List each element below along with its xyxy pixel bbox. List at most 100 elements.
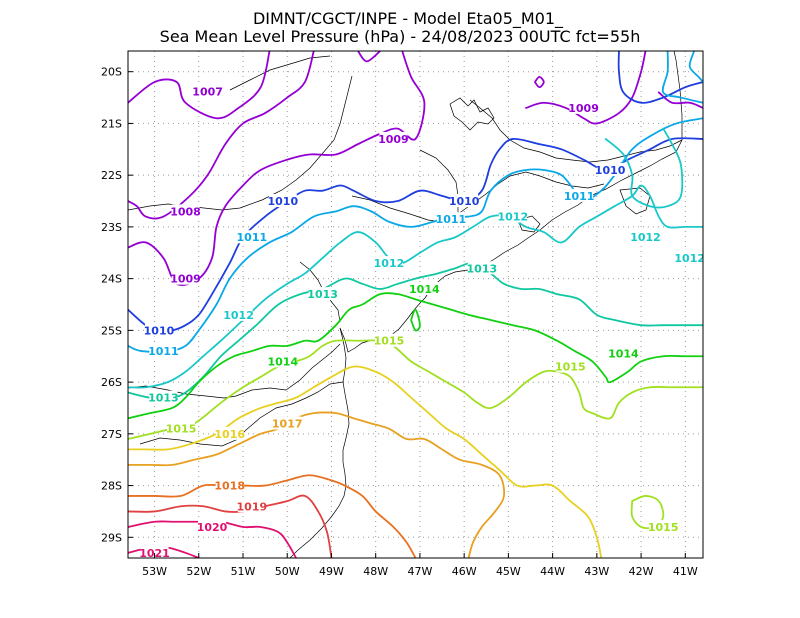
isobar-label-bg (273, 416, 302, 430)
isobar-label-1012: 1012 (630, 231, 661, 244)
isobar-label-1010: 1010 (449, 195, 480, 208)
isobar-label-bg (569, 100, 598, 114)
isobar-label-1014: 1014 (608, 348, 639, 361)
isobar-label-bg (167, 421, 196, 435)
isobar-label-1014: 1014 (409, 283, 440, 296)
isobar-label-bg (565, 188, 594, 202)
isobar-label-1012: 1012 (497, 211, 528, 224)
isobar-1009 (534, 75, 545, 89)
y-tick-label: 22S (101, 169, 122, 182)
state-border (351, 171, 605, 223)
isobar-1018 (128, 474, 417, 558)
x-tick-label: 42W (629, 565, 654, 578)
isobar-label-bg (198, 519, 227, 533)
x-tick-label: 50W (275, 565, 300, 578)
isobar-label-bg (171, 204, 200, 218)
isobar-1011 (128, 117, 703, 353)
isobar-1007 (128, 51, 271, 120)
isobar-1009 (357, 51, 382, 63)
isobar-1010 (617, 51, 703, 104)
y-tick-label: 27S (101, 428, 122, 441)
isobar-label-1009: 1009 (170, 273, 201, 286)
isobar-label-1011: 1011 (237, 231, 268, 244)
isobar-label-bg (268, 354, 297, 368)
isobar-label-bg (224, 307, 253, 321)
isobar-label-1011: 1011 (436, 213, 467, 226)
isobar-label-bg (556, 359, 585, 373)
isobar-label-1013: 1013 (467, 262, 498, 275)
isobar-label-bg (237, 499, 266, 513)
isobar-1010 (128, 137, 703, 332)
y-tick-label: 23S (101, 221, 122, 234)
isobar-label-1008: 1008 (170, 205, 201, 218)
isobar-1020 (128, 520, 297, 558)
isobar-label-1012: 1012 (223, 309, 254, 322)
isobar-1011 (661, 51, 703, 104)
isobar-label-1019: 1019 (237, 500, 268, 513)
island (619, 187, 651, 215)
isobar-label-bg (268, 194, 297, 208)
y-tick-label: 24S (101, 273, 122, 286)
isobar-label-bg (215, 478, 244, 492)
isobar-1014 (128, 292, 703, 420)
isobar-1015 (128, 339, 703, 440)
plot-frame (127, 50, 704, 559)
lake (449, 97, 495, 131)
isobar-label-1014: 1014 (267, 355, 298, 368)
isobar-label-bg (675, 250, 703, 264)
isobar-label-1009: 1009 (378, 133, 409, 146)
x-tick-label: 47W (407, 565, 432, 578)
isobar-label-1010: 1010 (595, 164, 626, 177)
isobar-label-1010: 1010 (267, 195, 298, 208)
x-tick-label: 53W (142, 565, 167, 578)
x-tick-label: 43W (584, 565, 609, 578)
x-tick-label: 46W (452, 565, 477, 578)
isobar-1012 (128, 184, 703, 389)
y-tick-label: 20S (101, 66, 122, 79)
isobar-1009 (128, 51, 426, 286)
isobar-label-1007: 1007 (192, 85, 223, 98)
x-tick-label: 52W (186, 565, 211, 578)
isobar-label-bg (374, 333, 403, 347)
isobar-label-bg (596, 162, 625, 176)
isobar-label-1017: 1017 (272, 417, 303, 430)
isobar-1008 (128, 51, 315, 220)
x-tick-label: 41W (673, 565, 698, 578)
y-tick-label: 21S (101, 117, 122, 130)
isobar-label-1021: 1021 (139, 547, 170, 560)
isobar-label-1020: 1020 (197, 521, 228, 534)
isobar-label-1010: 1010 (144, 324, 175, 337)
isobar-label-bg (237, 230, 266, 244)
isobar-label-bg (609, 346, 638, 360)
isobar-label-bg (144, 323, 173, 337)
x-tick-label: 48W (363, 565, 388, 578)
isobar-label-bg (374, 256, 403, 270)
isobar-1012 (604, 127, 684, 209)
isobar-1011 (688, 51, 703, 83)
y-tick-label: 25S (101, 324, 122, 337)
isobar-label-1011: 1011 (564, 190, 595, 203)
x-tick-label: 44W (540, 565, 565, 578)
isobar-label-bg (140, 545, 169, 558)
isobar-label-1013: 1013 (307, 288, 338, 301)
isobar-label-1015: 1015 (374, 335, 405, 348)
chart-subtitle: Sea Mean Level Pressure (hPa) - 24/08/20… (160, 27, 641, 46)
y-axis: 20S 21S 22S 23S 24S 25S 26S 27S 28S 29S (101, 66, 133, 544)
isobar-1017 (128, 411, 506, 558)
isobar-label-1015: 1015 (555, 361, 586, 374)
isobar-label-1018: 1018 (214, 480, 245, 493)
isobar-label-1016: 1016 (214, 428, 245, 441)
isobar-label-1013: 1013 (148, 392, 179, 405)
isobar-1014 (410, 308, 421, 332)
isobar-label-bg (171, 271, 200, 285)
y-tick-label: 28S (101, 480, 122, 493)
y-tick-label: 29S (101, 531, 122, 544)
coastline (289, 327, 350, 558)
x-tick-label: 45W (496, 565, 521, 578)
x-axis: 53W 52W 51W 50W 49W 48W 47W 46W 45W 44W 43W 42W 41W (142, 553, 698, 578)
isobar-label-bg (631, 230, 660, 244)
isobar-label-1011: 1011 (148, 345, 179, 358)
x-tick-label: 49W (319, 565, 344, 578)
